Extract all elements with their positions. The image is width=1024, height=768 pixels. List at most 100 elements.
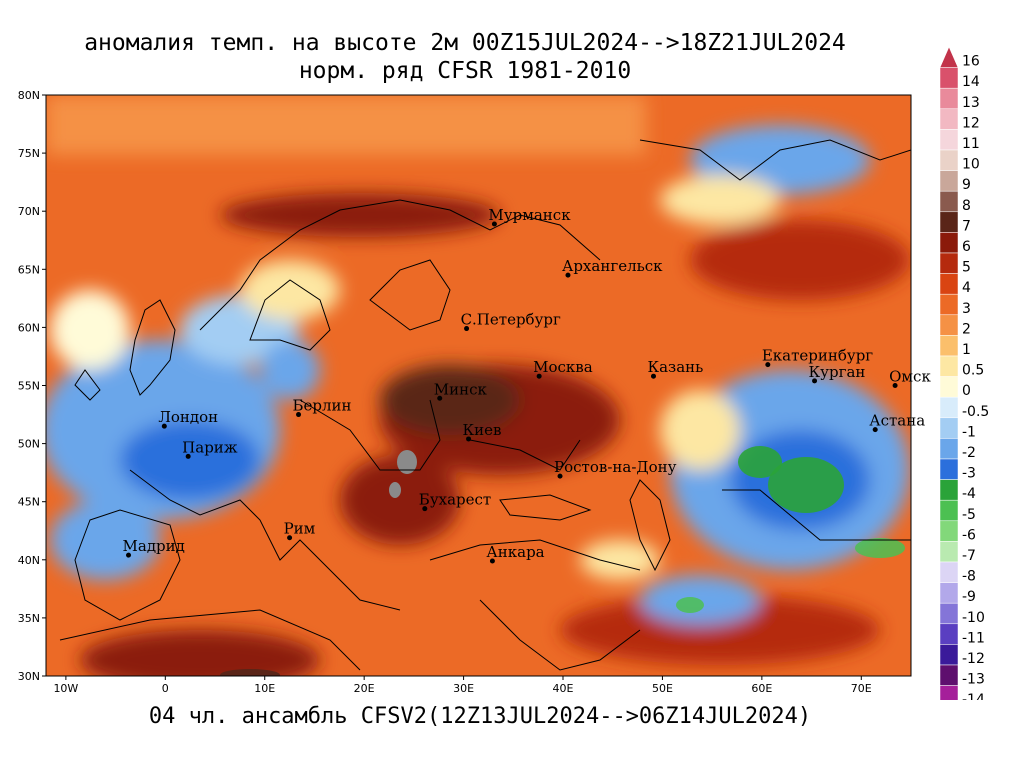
colorbar-swatch	[939, 438, 959, 460]
colorbar-swatch	[939, 108, 959, 130]
city-marker	[287, 535, 293, 541]
colorbar-label: 4	[962, 280, 971, 296]
colorbar-label: 5	[962, 260, 971, 276]
colorbar-swatch	[939, 376, 959, 398]
city-label: Киев	[463, 421, 502, 439]
city-marker	[565, 272, 571, 278]
lat-tick-label: 80N	[18, 89, 40, 102]
colorbar-swatch	[939, 541, 959, 563]
city-label: Екатеринбург	[762, 347, 873, 365]
colorbar-label: 9	[962, 177, 971, 193]
colorbar-swatch	[939, 170, 959, 192]
city-label: Берлин	[293, 397, 352, 415]
city-marker	[422, 506, 428, 512]
lon-tick-label: 50E	[652, 682, 673, 695]
lon-tick-label: 60E	[751, 682, 772, 695]
city-label: Казань	[647, 358, 703, 376]
city-marker	[161, 423, 167, 429]
anomaly-field	[46, 95, 911, 676]
colorbar-label: -9	[962, 589, 976, 605]
city-marker	[872, 427, 878, 433]
colorbar-label: 10	[962, 157, 980, 173]
colorbar-label: 0	[962, 383, 971, 399]
map-title: аномалия темп. на высоте 2м 00Z15JUL2024…	[84, 30, 846, 56]
colorbar-label: -1	[962, 424, 976, 440]
city-label: Бухарест	[419, 491, 491, 509]
colorbar-swatch	[939, 67, 959, 89]
colorbar-swatch	[939, 46, 959, 68]
city-label: Анкара	[486, 543, 544, 561]
colorbar-swatch	[939, 355, 959, 377]
colorbar-label: 1	[962, 342, 971, 358]
city-marker	[765, 362, 771, 368]
city-label: Москва	[533, 358, 593, 376]
lat-tick-label: 40N	[18, 554, 40, 567]
colorbar-swatch	[939, 561, 959, 583]
colorbar-swatch	[939, 520, 959, 542]
colorbar-swatch	[939, 417, 959, 439]
city-marker	[126, 552, 132, 558]
lat-tick-label: 55N	[18, 380, 40, 393]
lat-tick-label: 30N	[18, 670, 40, 683]
city-marker	[812, 378, 818, 384]
ensemble-footer: 04 чл. ансамбль CFSV2(12Z13JUL2024-->06Z…	[148, 704, 812, 729]
city-label: Мадрид	[123, 537, 185, 555]
lon-tick-label: 20E	[354, 682, 375, 695]
coastlines	[59, 139, 911, 671]
colorbar-swatch	[939, 602, 959, 625]
colorbar-label: 11	[962, 136, 980, 152]
colorbar-swatch	[939, 87, 959, 110]
lat-tick-label: 70N	[18, 205, 40, 218]
colorbar-label: -8	[962, 569, 976, 585]
city-marker	[892, 383, 898, 388]
colorbar-swatch	[939, 149, 959, 171]
colorbar-label: 2	[962, 321, 971, 337]
lat-axis: 80N 75N 70N 65N 60N 55N 50N 45N 40N 35N 30N	[18, 89, 46, 683]
city-marker	[536, 373, 542, 379]
colorbar-label: -3	[962, 466, 976, 482]
city-markers: Мурманск Архангельск С.Петербург Москва Каза…	[123, 206, 931, 564]
colorbar-label: 3	[962, 301, 971, 317]
lon-tick-label: 30E	[453, 682, 474, 695]
lon-axis: 10W 0 10E 20E 30E 40E 50E 60E 70E	[53, 676, 872, 695]
lon-tick-label: 0	[162, 682, 169, 695]
city-label: Лондон	[158, 408, 218, 426]
colorbar-label: -4	[962, 486, 976, 502]
lat-tick-label: 35N	[18, 612, 40, 625]
colorbar-swatch	[939, 252, 959, 274]
colorbar-swatch	[939, 129, 959, 151]
city-label: Омск	[889, 368, 931, 386]
city-marker	[489, 558, 495, 564]
colorbar-label: 7	[962, 218, 971, 234]
colorbar-label: 14	[962, 74, 980, 90]
colorbar-swatch	[939, 314, 959, 336]
colorbar-swatch	[939, 499, 959, 522]
lat-tick-label: 65N	[18, 263, 40, 276]
colorbar-label: -5	[962, 507, 976, 523]
colorbar-swatch	[939, 335, 959, 357]
colorbar-label: 0.5	[962, 363, 984, 379]
colorbar-swatch	[939, 293, 959, 316]
colorbar-swatch	[939, 664, 959, 686]
lat-tick-label: 45N	[18, 496, 40, 509]
city-label: С.Петербург	[461, 311, 561, 329]
lon-tick-label: 10W	[53, 682, 78, 695]
colorbar-swatch	[939, 396, 959, 419]
colorbar-label: -7	[962, 548, 976, 564]
city-label: Рим	[284, 520, 316, 538]
colorbar-swatch	[939, 479, 959, 501]
city-label: Курган	[809, 363, 866, 381]
lat-tick-label: 75N	[18, 147, 40, 160]
colorbar-swatch	[939, 582, 959, 604]
city-marker	[185, 453, 191, 459]
colorbar-label: -11	[962, 630, 985, 646]
colorbar-label: 6	[962, 239, 971, 255]
city-marker	[296, 412, 302, 418]
colorbar-swatch	[939, 190, 959, 213]
colorbar-label: -10	[962, 610, 985, 626]
colorbar-swatch	[939, 458, 959, 480]
colorbar-swatch	[939, 273, 959, 295]
lon-tick-label: 10E	[254, 682, 275, 695]
colorbar-label: -2	[962, 445, 976, 461]
city-label: Астана	[869, 412, 925, 430]
